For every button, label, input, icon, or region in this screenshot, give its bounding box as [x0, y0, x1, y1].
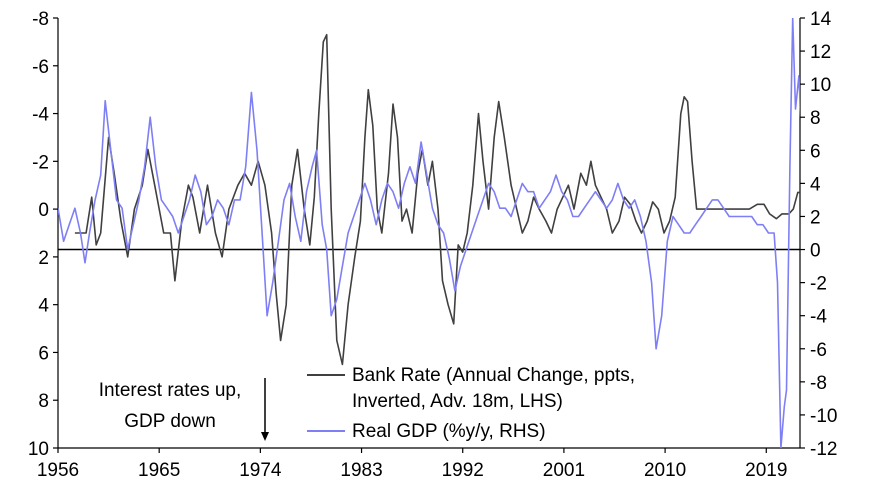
left-tick-label-8: 8 [38, 391, 49, 412]
x-tick-label-6: 2010 [644, 460, 686, 481]
right-tick-label-4: 6 [810, 141, 821, 162]
right-tick-label-11: -8 [810, 373, 827, 394]
legend-label-bank-rate-1: Bank Rate (Annual Change, ppts, [352, 365, 635, 386]
right-tick-label-9: -4 [810, 307, 827, 328]
right-tick-label-10: -6 [810, 340, 827, 361]
legend-label-bank-rate-2: Inverted, Adv. 18m, LHS) [352, 391, 563, 412]
left-tick-label-7: 6 [38, 343, 49, 364]
x-tick-label-0: 1956 [37, 460, 79, 481]
annotation-arrow-head [261, 432, 269, 441]
right-tick-label-5: 4 [810, 174, 821, 195]
left-tick-label-0: -8 [32, 9, 49, 30]
legend-label-gdp: Real GDP (%y/y, RHS) [352, 421, 546, 442]
right-tick-label-13: -12 [810, 439, 837, 460]
right-tick-label-7: 0 [810, 241, 821, 262]
annotation-line-2: GDP down [124, 411, 216, 432]
left-tick-label-9: 10 [28, 439, 49, 460]
annotation-line-1: Interest rates up, [99, 380, 242, 401]
x-tick-label-3: 1983 [340, 460, 382, 481]
left-tick-label-1: -6 [32, 57, 49, 78]
series-line-bank-rate [74, 33, 800, 366]
legend: Bank Rate (Annual Change, ppts, Inverted… [307, 365, 635, 442]
left-tick-label-3: -2 [32, 152, 49, 173]
x-tick-label-7: 2019 [745, 460, 787, 481]
right-tick-label-1: 12 [810, 42, 831, 63]
left-tick-label-4: 0 [38, 200, 49, 221]
x-tick-label-2: 1974 [239, 460, 282, 481]
right-tick-label-12: -10 [810, 406, 837, 427]
annotation: Interest rates up, GDP down [99, 378, 269, 441]
left-tick-label-5: 2 [38, 248, 49, 269]
right-tick-label-0: 14 [810, 9, 832, 30]
right-tick-label-6: 2 [810, 207, 821, 228]
left-tick-label-2: -4 [32, 105, 49, 126]
series-layer [58, 18, 800, 448]
x-tick-label-5: 2001 [543, 460, 585, 481]
series-line-real-gdp [58, 18, 800, 448]
x-tick-label-4: 1992 [442, 460, 484, 481]
left-tick-label-6: 4 [38, 296, 49, 317]
right-tick-label-2: 10 [810, 75, 831, 96]
axes-layer: -8 -6 -4 -2 0 2 4 6 8 10 14 12 10 8 6 4 2 0 -2 -4 -6 -8 -10 -12… [28, 9, 838, 481]
right-tick-label-8: -2 [810, 274, 827, 295]
x-tick-label-1: 1965 [138, 460, 180, 481]
right-tick-label-3: 8 [810, 108, 821, 129]
